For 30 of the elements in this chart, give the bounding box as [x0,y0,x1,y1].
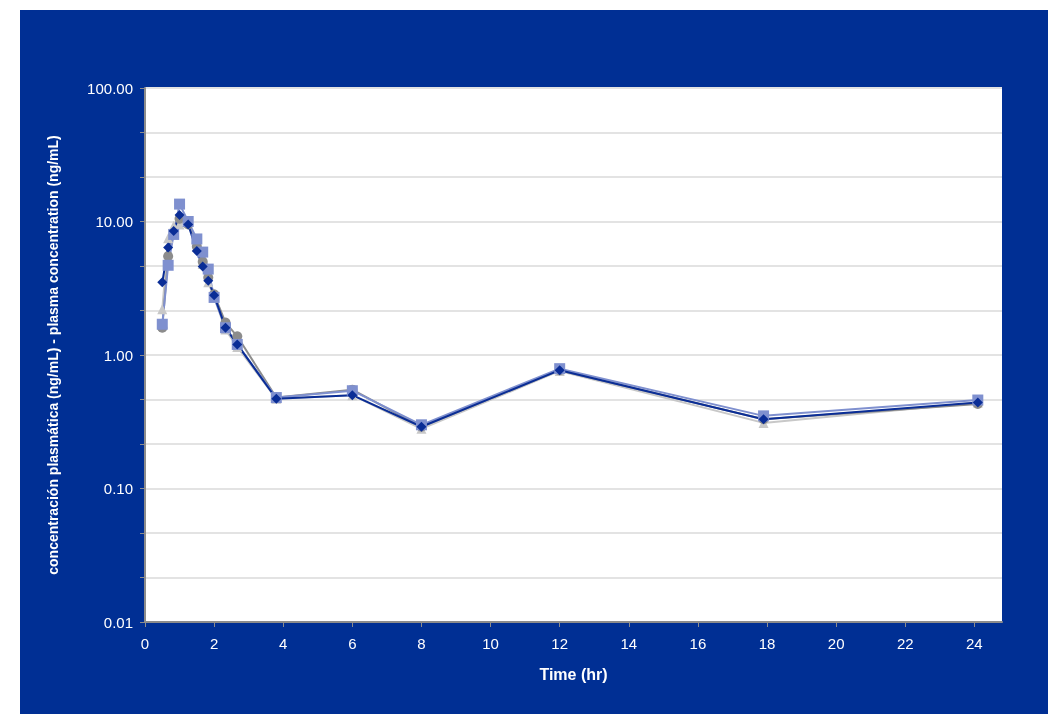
point [168,225,179,236]
point [174,198,186,210]
point [191,233,203,245]
x-tick-label: 2 [209,635,219,652]
x-tick-label: 16 [689,635,707,652]
y-axis-title: concentración plasmática (ng/mL) - plasma concentration (ng/mL) [45,135,61,575]
x-tick-label: 10 [482,635,499,652]
y-tick-label: 0.01 [103,613,133,631]
x-tick-label: 12 [551,635,569,652]
x-tick-label: 0 [140,635,150,652]
point [162,259,174,271]
point [157,304,168,315]
x-tick-label: 22 [896,635,914,652]
x-tick-label: 4 [279,635,288,652]
y-tick-label: 10.00 [95,213,133,230]
point [174,209,185,220]
x-tick-label: 8 [417,635,426,652]
point [191,246,202,257]
point [156,318,168,330]
y-tick-label: 0.10 [103,480,133,497]
point [157,277,168,288]
x-tick-label: 24 [966,635,983,652]
x-tick-label: 14 [620,635,638,652]
y-tick-label: 100.00 [87,79,133,97]
x-tick-label: 20 [827,635,845,652]
y-tick-label: 1.00 [103,346,133,364]
x-tick-label: 18 [758,635,776,652]
point [163,242,174,253]
x-tick-label: 6 [348,635,357,652]
x-axis-title: Time (hr) [539,665,608,683]
